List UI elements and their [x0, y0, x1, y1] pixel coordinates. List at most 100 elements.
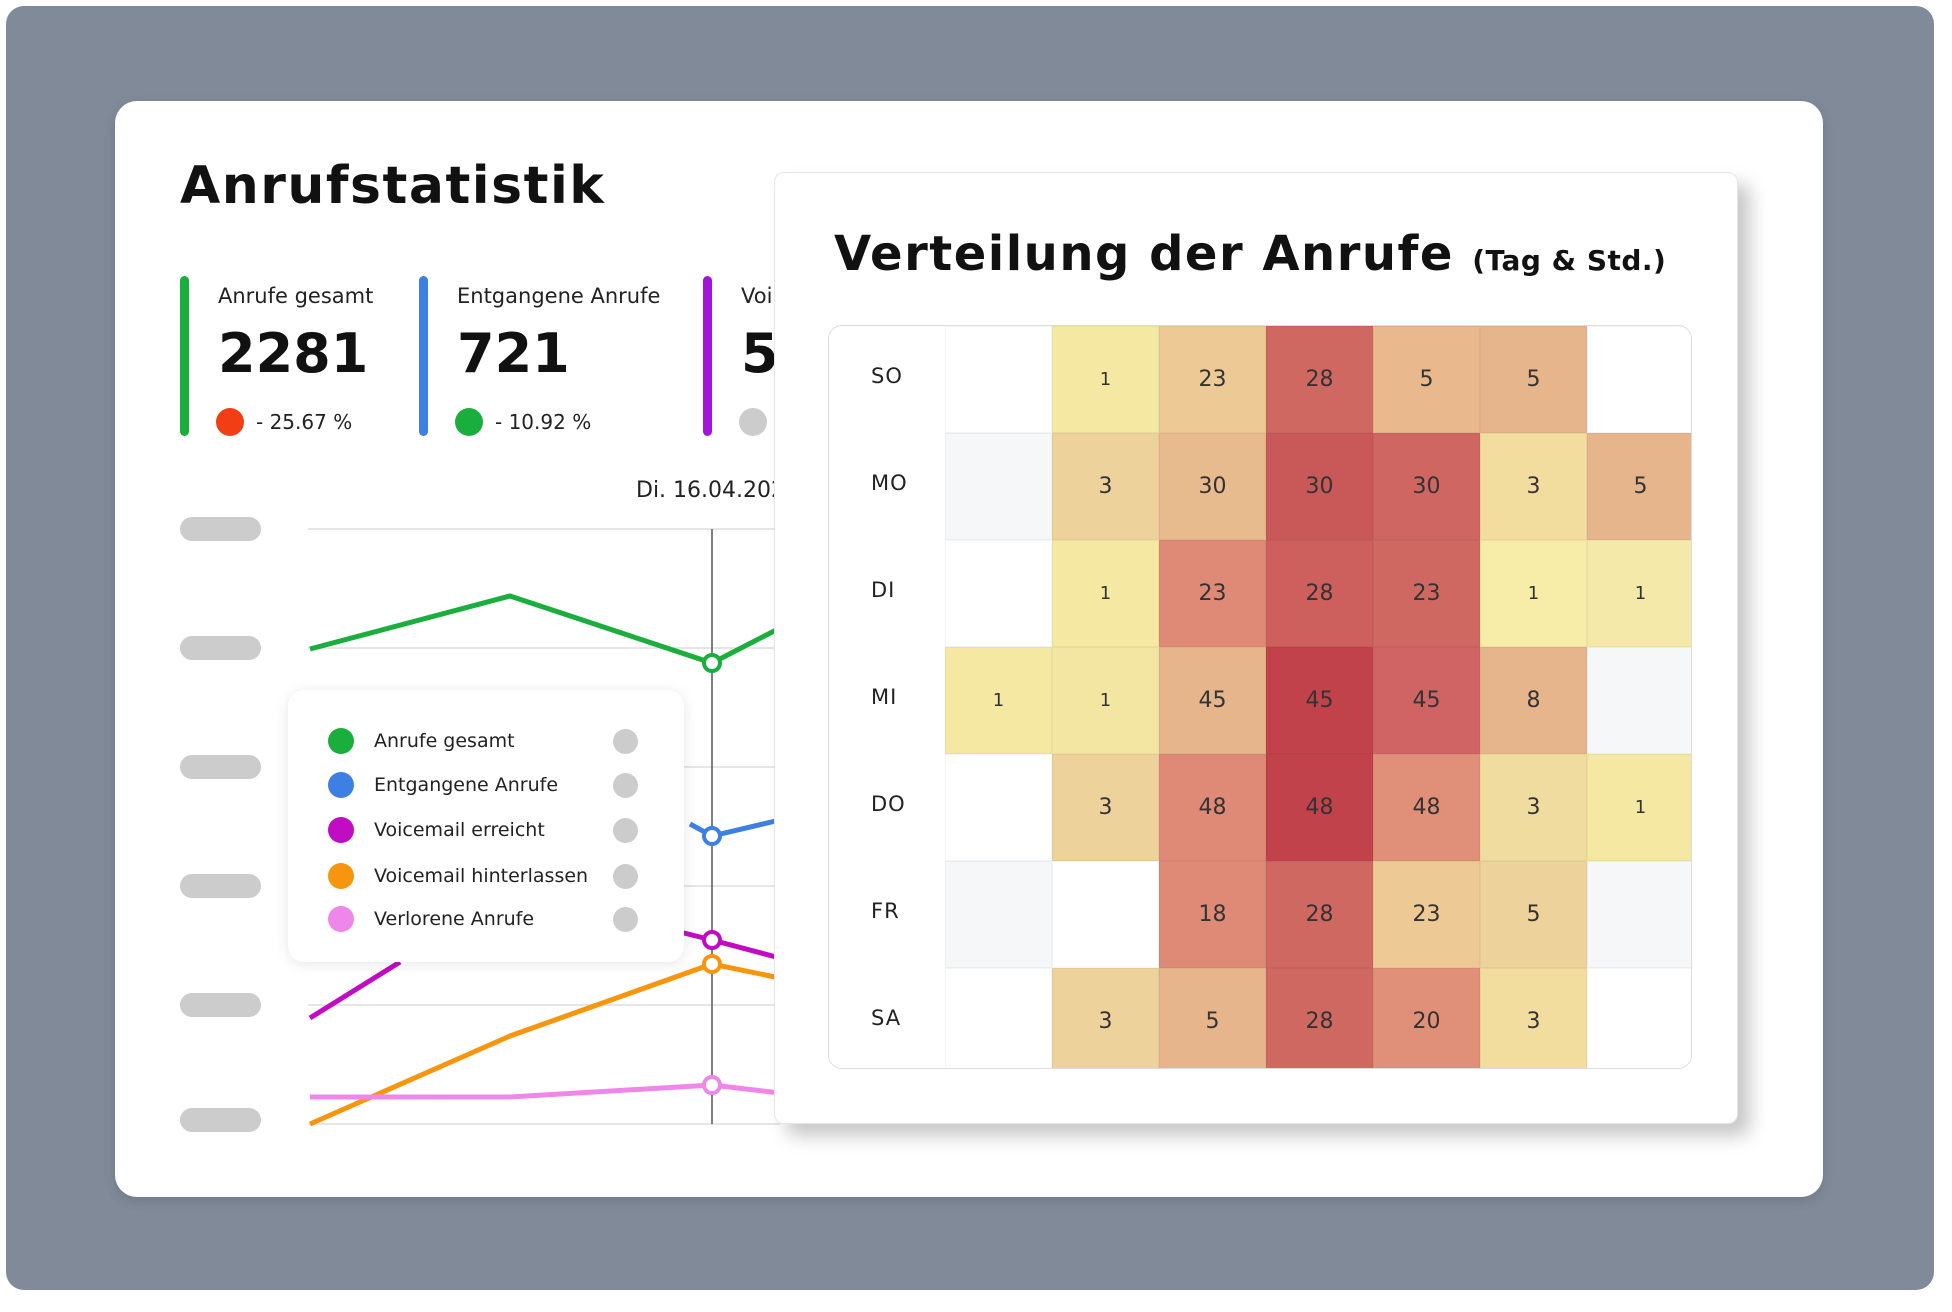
- heatmap-cell-value: 1: [1634, 797, 1647, 818]
- heatmap-cell: [1587, 647, 1691, 754]
- heatmap-cell: 5: [1373, 326, 1480, 433]
- heatmap-row-label: SA: [871, 1006, 902, 1030]
- heatmap-cell-value: 23: [1412, 902, 1441, 927]
- heatmap-cell-value: 48: [1412, 795, 1441, 820]
- heatmap-cell: 18: [1159, 861, 1266, 968]
- legend-toggle[interactable]: [613, 773, 638, 798]
- legend-color-icon: [328, 906, 354, 932]
- legend-toggle[interactable]: [613, 907, 638, 932]
- heatmap-cell-value: 1: [1099, 690, 1112, 711]
- heatmap-cell: [945, 754, 1052, 861]
- heatmap-cell: 30: [1159, 433, 1266, 540]
- hover-point-marker: [702, 1075, 722, 1095]
- legend-toggle[interactable]: [613, 729, 638, 754]
- heatmap-row-label: DO: [871, 792, 906, 816]
- legend-toggle[interactable]: [613, 818, 638, 843]
- kpi-accent-bar: [703, 276, 712, 436]
- heatmap-cell-value: 28: [1305, 1009, 1334, 1034]
- heatmap-cell: 45: [1266, 647, 1373, 754]
- heatmap-cell: 3: [1480, 433, 1587, 540]
- kpi-accent-bar: [180, 276, 189, 436]
- heatmap-cell: 30: [1373, 433, 1480, 540]
- kpi-change: - 10.92 %: [495, 410, 592, 434]
- heatmap-cell-value: 28: [1305, 581, 1334, 606]
- heatmap-cell-value: 45: [1198, 688, 1227, 713]
- heatmap-cell: 1: [1052, 540, 1159, 647]
- y-axis-tick-placeholder: [180, 517, 261, 541]
- heatmap-cell-value: 3: [1526, 1009, 1541, 1034]
- heatmap-cell: 45: [1159, 647, 1266, 754]
- legend-color-icon: [328, 863, 354, 889]
- heatmap-cell: 48: [1159, 754, 1266, 861]
- heatmap-cell: 3: [1052, 968, 1159, 1068]
- legend-label: Voicemail hinterlassen: [374, 865, 589, 887]
- heatmap-cell: 1: [945, 647, 1052, 754]
- heatmap-cell: 23: [1373, 861, 1480, 968]
- heatmap-cell: 5: [1480, 861, 1587, 968]
- heatmap-cell: 48: [1266, 754, 1373, 861]
- y-axis-tick-placeholder: [180, 993, 261, 1017]
- hover-point-marker: [702, 653, 722, 673]
- heatmap-cell-value: 23: [1198, 581, 1227, 606]
- legend-color-icon: [328, 817, 354, 843]
- heatmap-cell: 3: [1052, 433, 1159, 540]
- y-axis-tick-placeholder: [180, 1108, 261, 1132]
- heatmap-row-label: MO: [871, 471, 908, 495]
- heatmap-cell: 23: [1159, 326, 1266, 433]
- heatmap-row-label: SO: [871, 364, 903, 388]
- hover-point-marker: [702, 930, 722, 950]
- series-line-voicemail-erreicht: [308, 959, 402, 1021]
- heatmap-cell-value: 1: [1527, 583, 1540, 604]
- heatmap-cell: [945, 968, 1052, 1068]
- heatmap-cell: 5: [1480, 326, 1587, 433]
- heatmap-cell: [1587, 861, 1691, 968]
- heatmap-cell-value: 8: [1526, 688, 1541, 713]
- y-axis-tick-placeholder: [180, 755, 261, 779]
- legend-color-icon: [328, 728, 354, 754]
- legend-item-verlorene-anrufe[interactable]: Verlorene Anrufe: [328, 904, 658, 934]
- trend-indicator-icon: [455, 408, 483, 436]
- heatmap-cell-value: 48: [1198, 795, 1227, 820]
- legend-label: Voicemail erreicht: [374, 819, 545, 841]
- heatmap-cell-value: 3: [1098, 474, 1113, 499]
- heatmap-cell: 28: [1266, 540, 1373, 647]
- heatmap-cell: 45: [1373, 647, 1480, 754]
- heatmap-cell: 3: [1052, 754, 1159, 861]
- legend-item-voicemail-erreicht[interactable]: Voicemail erreicht: [328, 815, 658, 845]
- legend-item-entgangene-anrufe[interactable]: Entgangene Anrufe: [328, 770, 658, 800]
- heatmap-subtitle: (Tag & Std.): [1472, 244, 1667, 277]
- heatmap-cell-value: 45: [1412, 688, 1441, 713]
- legend-toggle[interactable]: [613, 864, 638, 889]
- kpi-label: Entgangene Anrufe: [457, 284, 661, 308]
- heatmap-cell-value: 28: [1305, 902, 1334, 927]
- kpi-value: 721: [457, 322, 570, 385]
- y-axis-tick-placeholder: [180, 636, 261, 660]
- heatmap-cell-value: 23: [1412, 581, 1441, 606]
- legend-item-anrufe-gesamt[interactable]: Anrufe gesamt: [328, 726, 658, 756]
- heatmap-cell-value: 3: [1098, 795, 1113, 820]
- heatmap-cell: 28: [1266, 861, 1373, 968]
- heatmap-cell-value: 5: [1526, 367, 1541, 392]
- heatmap-cell: [945, 540, 1052, 647]
- heatmap-row-label: FR: [871, 899, 900, 923]
- heatmap-cell-value: 20: [1412, 1009, 1441, 1034]
- kpi-value: 2281: [218, 322, 369, 385]
- hover-date-label: Di. 16.04.202: [636, 478, 786, 503]
- legend-label: Entgangene Anrufe: [374, 774, 559, 796]
- heatmap-cell-value: 28: [1305, 367, 1334, 392]
- heatmap-cell: 20: [1373, 968, 1480, 1068]
- heatmap-cell-value: 5: [1205, 1009, 1220, 1034]
- page-title: Anrufstatistik: [180, 156, 606, 216]
- legend-label: Verlorene Anrufe: [374, 908, 535, 930]
- kpi-label: Anrufe gesamt: [218, 284, 374, 308]
- heatmap-cell: 3: [1480, 754, 1587, 861]
- heatmap-cell: 1: [1480, 540, 1587, 647]
- heatmap-cell: [1587, 968, 1691, 1068]
- heatmap-cell: 3: [1480, 968, 1587, 1068]
- y-axis-tick-placeholder: [180, 874, 261, 898]
- heatmap-cell-value: 30: [1198, 474, 1227, 499]
- legend-item-voicemail-hinterlassen[interactable]: Voicemail hinterlassen: [328, 861, 658, 891]
- heatmap-row-label: MI: [871, 685, 898, 709]
- heatmap-cell-value: 1: [1099, 369, 1112, 390]
